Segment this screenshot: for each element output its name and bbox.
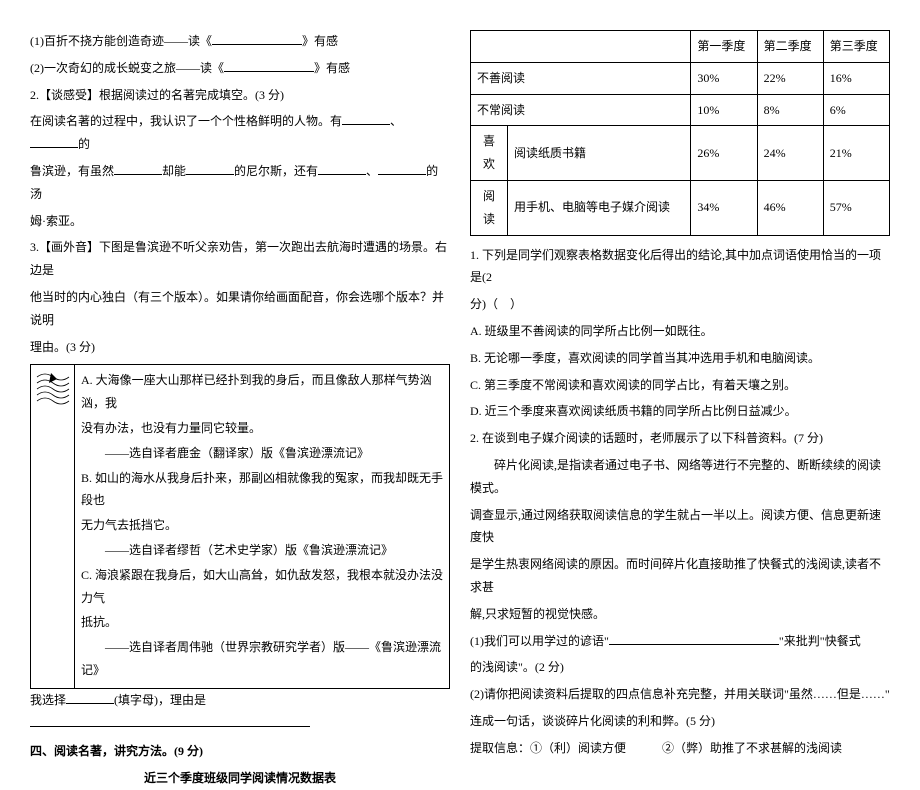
quote-a3: ——选自译者鹿金（翻译家）版《鲁滨逊漂流记》 bbox=[81, 442, 443, 465]
option-b[interactable]: B. 无论哪一季度，喜欢阅读的同学首当其冲选用手机和电脑阅读。 bbox=[470, 347, 890, 370]
table-row: 喜 欢 阅读纸质书籍 26% 24% 21% bbox=[471, 126, 890, 181]
q1-1-tail: 》有感 bbox=[302, 34, 338, 48]
q1-sub2: (2)一次奇幻的成长蜕变之旅——读《 》有感 bbox=[30, 57, 450, 80]
th-blank bbox=[471, 31, 691, 63]
para1: 碎片化阅读,是指读者通过电子书、网络等进行不完整的、断断续续的阅读模式。 bbox=[470, 454, 890, 500]
sub1-line2: 的浅阅读"。(2 分) bbox=[470, 656, 890, 679]
blank[interactable] bbox=[609, 644, 779, 645]
sub2-b: 连成一句话，谈谈碎片化阅读的利和弊。(5 分) bbox=[470, 710, 890, 733]
blank[interactable] bbox=[66, 703, 114, 704]
group-cell: 喜 欢 bbox=[471, 126, 508, 181]
t: 鲁滨逊，有虽然 bbox=[30, 164, 114, 178]
quote-a1: A. 大海像一座大山那样已经扑到我的身后，而且像敌人那样气势汹汹，我 bbox=[81, 369, 443, 415]
group-cell: 阅 读 bbox=[471, 180, 508, 235]
q1-2-text: (2)一次奇幻的成长蜕变之旅——读《 bbox=[30, 61, 224, 75]
cell: 阅读纸质书籍 bbox=[508, 126, 691, 181]
quote-c1: C. 海浪紧跟在我身后，如大山高耸，如仇敌发怒，我根本就没办法没力气 bbox=[81, 564, 443, 610]
cell: 10% bbox=[691, 94, 757, 126]
section-4-head: 四、阅读名著，讲究方法。(9 分) bbox=[30, 740, 450, 763]
t: 在阅读名著的过程中，我认识了一个个性格鲜明的人物。有 bbox=[30, 114, 342, 128]
th-q2: 第二季度 bbox=[757, 31, 823, 63]
cell: 34% bbox=[691, 180, 757, 235]
th-q3: 第三季度 bbox=[823, 31, 889, 63]
q2-body-line1: 在阅读名著的过程中，我认识了一个个性格鲜明的人物。有 、的 bbox=[30, 110, 450, 156]
t: 、 bbox=[366, 164, 378, 178]
q2-body-line3: 姆·索亚。 bbox=[30, 210, 450, 233]
cell: 30% bbox=[691, 62, 757, 94]
q1-2-tail: 》有感 bbox=[314, 61, 350, 75]
sub2-c: 提取信息：①（利）阅读方便 ②（弊）助推了不求甚解的浅阅读 bbox=[470, 737, 890, 760]
th-q1: 第一季度 bbox=[691, 31, 757, 63]
t: "来批判"快餐式 bbox=[779, 634, 861, 648]
choose-line: 我选择 (填字母)，理由是 bbox=[30, 689, 450, 735]
quote-a2: 没有办法，也没有力量同它较量。 bbox=[81, 417, 443, 440]
option-c[interactable]: C. 第三季度不常阅读和喜欢阅读的同学占比，有着天壤之别。 bbox=[470, 374, 890, 397]
para3: 是学生热衷网络阅读的原因。而时间碎片化直接助推了快餐式的浅阅读,读者不求甚 bbox=[470, 553, 890, 599]
quote-b1: B. 如山的海水从我身后扑来，那副凶相就像我的冤家，而我却既无手段也 bbox=[81, 467, 443, 513]
q3-head-1: 3.【画外音】下图是鲁滨逊不听父亲劝告，第一次跑出去航海时遭遇的场景。右边是 bbox=[30, 236, 450, 282]
cell: 57% bbox=[823, 180, 889, 235]
quote-body: A. 大海像一座大山那样已经扑到我的身后，而且像敌人那样气势汹汹，我 没有办法，… bbox=[75, 365, 449, 687]
cell: 22% bbox=[757, 62, 823, 94]
para4: 解,只求短暂的视觉快感。 bbox=[470, 603, 890, 626]
q3-head-2: 他当时的内心独白（有三个版本）。如果请你给画面配音，你会选哪个版本？并说明 bbox=[30, 286, 450, 332]
rq1-intro-a: 1. 下列是同学们观察表格数据变化后得出的结论,其中加点词语使用恰当的一项是(2 bbox=[470, 244, 890, 290]
blank[interactable] bbox=[30, 726, 310, 727]
blank[interactable] bbox=[30, 147, 78, 148]
table-row: 不善阅读 30% 22% 16% bbox=[471, 62, 890, 94]
table-row: 不常阅读 10% 8% 6% bbox=[471, 94, 890, 126]
q1-sub1: (1)百折不挠方能创造奇迹——读《 》有感 bbox=[30, 30, 450, 53]
t: 却能 bbox=[162, 164, 186, 178]
wave-icon bbox=[31, 365, 75, 687]
t: 的尼尔斯，还有 bbox=[234, 164, 318, 178]
blank[interactable] bbox=[186, 174, 234, 175]
q3-head-3: 理由。(3 分) bbox=[30, 336, 450, 359]
quote-c2: 抵抗。 bbox=[81, 611, 443, 634]
q2-head: 2.【谈感受】根据阅读过的名著完成填空。(3 分) bbox=[30, 84, 450, 107]
right-column: 第一季度 第二季度 第三季度 不善阅读 30% 22% 16% 不常阅读 10%… bbox=[460, 30, 900, 621]
cell: 8% bbox=[757, 94, 823, 126]
blank[interactable] bbox=[318, 174, 366, 175]
cell: 6% bbox=[823, 94, 889, 126]
cell: 21% bbox=[823, 126, 889, 181]
para2: 调查显示,通过网络获取阅读信息的学生就占一半以上。阅读方便、信息更新速度快 bbox=[470, 504, 890, 550]
blank[interactable] bbox=[378, 174, 426, 175]
cell: 不常阅读 bbox=[471, 94, 691, 126]
option-a[interactable]: A. 班级里不善阅读的同学所占比例一如既往。 bbox=[470, 320, 890, 343]
blank[interactable] bbox=[224, 71, 314, 72]
rq1-intro-b: 分)（ ） bbox=[470, 293, 890, 316]
blank[interactable] bbox=[114, 174, 162, 175]
option-d[interactable]: D. 近三个季度来喜欢阅读纸质书籍的同学所占比例日益减少。 bbox=[470, 400, 890, 423]
sub2-a: (2)请你把阅读资料后提取的四点信息补充完整，并用关联词"虽然……但是……" bbox=[470, 683, 890, 706]
sub1-line: (1)我们可以用学过的谚语" "来批判"快餐式 bbox=[470, 630, 890, 653]
left-column: (1)百折不挠方能创造奇迹——读《》有感 (2)一次奇幻的成长蜕变之旅——读《》… bbox=[20, 30, 460, 621]
table-title: 近三个季度班级同学阅读情况数据表 bbox=[30, 767, 450, 790]
quote-b3: ——选自译者缪哲（艺术史学家）版《鲁滨逊漂流记》 bbox=[81, 539, 443, 562]
quote-b2: 无力气去抵挡它。 bbox=[81, 514, 443, 537]
table-header-row: 第一季度 第二季度 第三季度 bbox=[471, 31, 890, 63]
cell: 46% bbox=[757, 180, 823, 235]
table-row: 阅 读 用手机、电脑等电子媒介阅读 34% 46% 57% bbox=[471, 180, 890, 235]
t: (1)我们可以用学过的谚语" bbox=[470, 634, 609, 648]
t: (填字母)，理由是 bbox=[114, 693, 206, 707]
q1-1-text: (1)百折不挠方能创造奇迹——读《 bbox=[30, 34, 212, 48]
cell: 26% bbox=[691, 126, 757, 181]
cell: 24% bbox=[757, 126, 823, 181]
rq2-head: 2. 在谈到电子媒介阅读的话题时，老师展示了以下科普资料。(7 分) bbox=[470, 427, 890, 450]
blank[interactable] bbox=[212, 44, 302, 45]
quote-box: A. 大海像一座大山那样已经扑到我的身后，而且像敌人那样气势汹汹，我 没有办法，… bbox=[30, 364, 450, 688]
blank[interactable] bbox=[342, 124, 390, 125]
reading-survey-table: 第一季度 第二季度 第三季度 不善阅读 30% 22% 16% 不常阅读 10%… bbox=[470, 30, 890, 236]
cell: 16% bbox=[823, 62, 889, 94]
t: 的 bbox=[78, 137, 90, 151]
cell: 不善阅读 bbox=[471, 62, 691, 94]
cell: 用手机、电脑等电子媒介阅读 bbox=[508, 180, 691, 235]
q2-body-line2: 鲁滨逊，有虽然却能的尼尔斯，还有、的汤 bbox=[30, 160, 450, 206]
options: A. 班级里不善阅读的同学所占比例一如既往。 B. 无论哪一季度，喜欢阅读的同学… bbox=[470, 320, 890, 423]
t: 、 bbox=[390, 114, 402, 128]
quote-c3: ——选自译者周伟驰（世界宗教研究学者）版——《鲁滨逊漂流记》 bbox=[81, 636, 443, 682]
t: 我选择 bbox=[30, 693, 66, 707]
